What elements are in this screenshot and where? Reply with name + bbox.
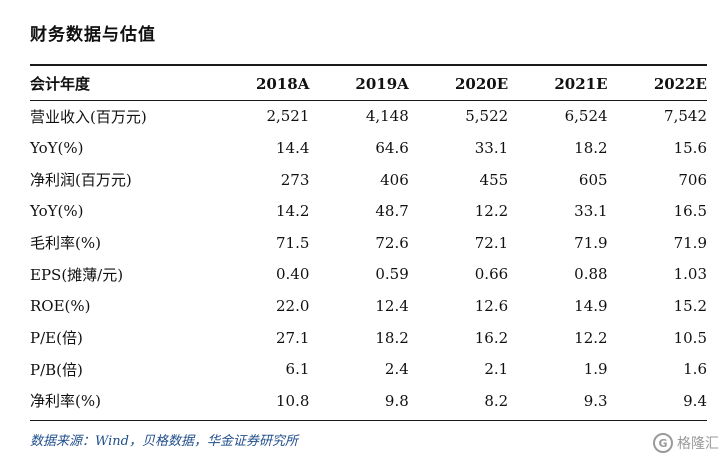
row-value: 2.4 [384, 360, 409, 379]
row-value: 7,542 [664, 107, 707, 126]
section-title: 财务数据与估值 [30, 25, 156, 45]
table-row: 毛利率(%) 71.5 72.6 72.1 71.9 71.9 [30, 227, 707, 259]
row-value: 72.6 [375, 233, 409, 252]
header-2021e: 2021E [554, 74, 608, 93]
row-value: 18.2 [574, 138, 608, 157]
row-value: 10.8 [275, 391, 310, 410]
header-label: 会计年度 [30, 75, 91, 94]
row-value: 18.2 [375, 328, 409, 347]
row-value: 9.8 [384, 391, 409, 410]
row-label: YoY(%) [30, 202, 84, 221]
row-value: 27.1 [275, 328, 310, 347]
row-value: 605 [578, 170, 608, 189]
row-value: 22.0 [275, 296, 310, 315]
row-value: 71.5 [275, 233, 310, 252]
row-value: 455 [479, 170, 509, 189]
row-value: 2.1 [484, 360, 509, 379]
row-value: 0.66 [474, 265, 509, 284]
row-value: 12.2 [474, 202, 509, 221]
watermark-text: 格隆汇 [677, 436, 719, 452]
watermark-logo-icon: G [653, 433, 673, 453]
row-value: 12.2 [574, 328, 608, 347]
row-value: 14.4 [275, 138, 310, 157]
table-row: 净利润(百万元) 273 406 455 605 706 [30, 164, 707, 196]
row-label: ROE(%) [30, 296, 91, 315]
table-body: 营业收入(百万元) 2,521 4,148 5,522 6,524 7,542 YoY(%)… [30, 100, 707, 416]
row-value: 1.03 [673, 265, 707, 284]
row-value: 64.6 [375, 138, 409, 157]
table-top-rule [30, 64, 707, 66]
row-label: 净利润(百万元) [30, 171, 132, 190]
table-row: P/E(倍) 27.1 18.2 16.2 12.2 10.5 [30, 322, 707, 354]
row-value: 72.1 [474, 233, 509, 252]
table-row: YoY(%) 14.2 48.7 12.2 33.1 16.5 [30, 195, 707, 227]
row-value: 48.7 [375, 202, 409, 221]
row-value: 14.2 [275, 202, 310, 221]
row-label: 净利率(%) [30, 392, 101, 411]
row-value: 0.59 [375, 265, 409, 284]
row-value: 9.4 [683, 391, 707, 410]
row-label: P/B(倍) [30, 360, 83, 379]
table-row: ROE(%) 22.0 12.4 12.6 14.9 15.2 [30, 290, 707, 322]
table-row: EPS(摊薄/元) 0.40 0.59 0.66 0.88 1.03 [30, 259, 707, 291]
source-note: 数据来源：Wind，贝格数据，华金证券研究所 [30, 434, 298, 449]
row-value: 8.2 [484, 391, 509, 410]
row-value: 33.1 [574, 202, 608, 221]
row-value: 12.4 [375, 296, 409, 315]
header-2019a: 2019A [355, 74, 409, 93]
row-label: EPS(摊薄/元) [30, 265, 124, 284]
row-value: 5,522 [465, 107, 509, 126]
header-2022e: 2022E [653, 74, 707, 93]
row-value: 6,524 [564, 107, 608, 126]
row-label: YoY(%) [30, 138, 84, 157]
row-label: 毛利率(%) [30, 234, 101, 253]
row-value: 273 [280, 170, 310, 189]
row-value: 706 [678, 170, 707, 189]
row-value: 16.5 [673, 202, 707, 221]
row-value: 10.5 [673, 328, 707, 347]
watermark: G 格隆汇 [653, 433, 719, 453]
row-value: 0.40 [275, 265, 310, 284]
row-value: 1.6 [683, 360, 707, 379]
row-value: 15.2 [673, 296, 707, 315]
table-bottom-rule [30, 420, 707, 421]
row-label: 营业收入(百万元) [30, 107, 147, 126]
row-value: 9.3 [583, 391, 608, 410]
row-value: 6.1 [285, 360, 310, 379]
row-value: 33.1 [474, 138, 509, 157]
row-value: 71.9 [673, 233, 707, 252]
row-value: 2,521 [266, 107, 310, 126]
table-row: 营业收入(百万元) 2,521 4,148 5,522 6,524 7,542 [30, 100, 707, 132]
financial-table: 会计年度 2018A 2019A 2020E 2021E 2022E 营业收入(… [30, 68, 707, 417]
row-value: 406 [380, 170, 409, 189]
row-label: P/E(倍) [30, 329, 83, 348]
table-row: P/B(倍) 6.1 2.4 2.1 1.9 1.6 [30, 353, 707, 385]
row-value: 0.88 [574, 265, 608, 284]
row-value: 1.9 [583, 360, 608, 379]
header-2018a: 2018A [256, 74, 310, 93]
row-value: 4,148 [365, 107, 409, 126]
table-header-row: 会计年度 2018A 2019A 2020E 2021E 2022E [30, 68, 707, 101]
header-2020e: 2020E [454, 74, 509, 93]
table-row: 净利率(%) 10.8 9.8 8.2 9.3 9.4 [30, 385, 707, 417]
row-value: 71.9 [574, 233, 608, 252]
row-value: 12.6 [474, 296, 509, 315]
row-value: 14.9 [574, 296, 608, 315]
row-value: 15.6 [673, 138, 707, 157]
table-row: YoY(%) 14.4 64.6 33.1 18.2 15.6 [30, 132, 707, 164]
row-value: 16.2 [474, 328, 509, 347]
